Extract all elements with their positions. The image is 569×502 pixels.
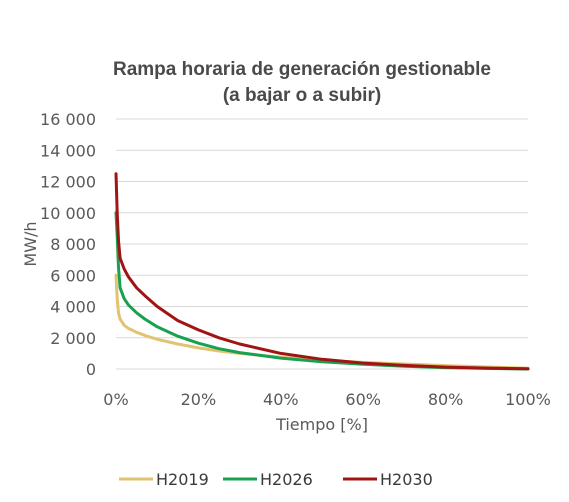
x-tick-label: 80%: [428, 390, 464, 409]
series-line-h2030: [114, 172, 530, 371]
y-tick-label: 10 000: [40, 204, 96, 223]
gridlines: [116, 118, 528, 370]
y-tick-label: 14 000: [40, 141, 96, 160]
x-tick-label: 20%: [181, 390, 217, 409]
legend: H2019 H2026 H2030: [119, 470, 433, 489]
legend-label: H2030: [380, 470, 433, 489]
legend-label: H2019: [156, 470, 209, 489]
y-tick-label: 16 000: [40, 110, 96, 129]
x-axis-label: Tiempo [%]: [275, 415, 368, 434]
legend-label: H2026: [260, 470, 313, 489]
y-tick-label: 6 000: [50, 266, 96, 285]
x-tick-label: 40%: [263, 390, 299, 409]
y-tick-label: 12 000: [40, 173, 96, 192]
x-tick-label: 0%: [103, 390, 128, 409]
chart-title-line-2: (a bajar o a subir): [223, 85, 381, 106]
legend-item-h2019: H2019: [119, 470, 209, 489]
series-line-h2026: [114, 211, 530, 371]
y-axis-label: MW/h: [21, 221, 40, 266]
legend-item-h2030: H2030: [343, 470, 433, 489]
y-tick-label: 8 000: [50, 235, 96, 254]
y-axis-ticks: 0 2 000 4 000 6 000 8 000 10 000 12 000 14 000 1…: [40, 110, 96, 379]
legend-item-h2026: H2026: [223, 470, 313, 489]
series-lines: [114, 172, 530, 371]
y-tick-label: 2 000: [50, 329, 96, 348]
x-tick-label: 60%: [345, 390, 381, 409]
chart-title-line-1: Rampa horaria de generación gestionable: [113, 59, 491, 80]
x-tick-label: 100%: [505, 390, 551, 409]
y-tick-label: 4 000: [50, 298, 96, 317]
y-tick-label: 0: [86, 360, 96, 379]
x-axis-ticks: 0% 20% 40% 60% 80% 100%: [103, 390, 551, 409]
